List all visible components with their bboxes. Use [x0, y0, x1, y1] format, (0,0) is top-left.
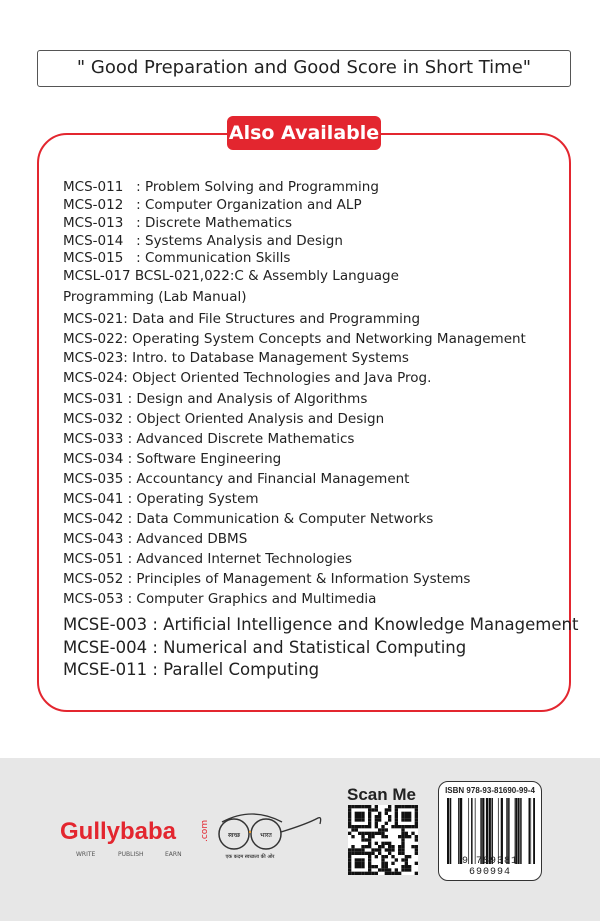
course-item: MCS-024: Object Oriented Technologies an… [63, 370, 432, 386]
gullybaba-logo: Gullybaba [60, 818, 177, 845]
course-item: MCS-012 : Computer Organization and ALP [63, 197, 362, 213]
course-item: MCSL-017 BCSL-021,022:C & Assembly Langu… [63, 268, 399, 284]
barcode: ISBN 978-93-81690-99-4 9 789381 690994 [438, 781, 542, 881]
course-item: MCS-031 : Design and Analysis of Algorit… [63, 391, 368, 407]
swachh-bharat-glasses-icon: स्वच्छ भारत एक कदम स्वच्छता की ओर [218, 813, 322, 860]
course-item: MCS-043 : Advanced DBMS [63, 531, 248, 547]
logo-tag-write: WRITE [76, 851, 96, 858]
qr-code[interactable] [348, 805, 418, 875]
barcode-bars [447, 798, 535, 864]
course-item: MCS-052 : Principles of Management & Inf… [63, 571, 471, 587]
course-item: MCS-021: Data and File Structures and Pr… [63, 311, 421, 327]
ean-number: 9 789381 690994 [461, 856, 518, 878]
course-item: MCSE-003 : Artificial Intelligence and K… [63, 615, 579, 634]
course-item: MCS-051 : Advanced Internet Technologies [63, 551, 353, 567]
course-item: MCS-053 : Computer Graphics and Multimed… [63, 591, 377, 607]
also-available-badge: Also Available [227, 116, 381, 150]
bharat-text: भारत [260, 832, 272, 839]
course-item: MCS-032 : Object Oriented Analysis and D… [63, 411, 385, 427]
course-item: MCS-014 : Systems Analysis and Design [63, 233, 343, 249]
course-item: MCSE-011 : Parallel Computing [63, 660, 320, 679]
course-item: Programming (Lab Manual) [63, 289, 247, 305]
course-item: MCS-011 : Problem Solving and Programmin… [63, 179, 379, 195]
course-item: MCS-035 : Accountancy and Financial Mana… [63, 471, 410, 487]
course-item: MCS-015 : Communication Skills [63, 250, 291, 266]
course-item: MCS-013 : Discrete Mathematics [63, 215, 293, 231]
logo-tag-earn: EARN [165, 851, 182, 858]
swachh-text: स्वच्छ [228, 832, 241, 839]
course-item: MCS-023: Intro. to Database Management S… [63, 350, 409, 366]
scan-me-label: Scan Me [347, 785, 416, 804]
logo-suffix: .com [200, 819, 210, 842]
course-item: MCS-033 : Advanced Discrete Mathematics [63, 431, 355, 447]
tagline-box: " Good Preparation and Good Score in Sho… [37, 50, 571, 87]
swachh-caption: एक कदम स्वच्छता की ओर [226, 853, 276, 860]
course-item: MCS-022: Operating System Concepts and N… [63, 331, 526, 347]
isbn-text: ISBN 978-93-81690-99-4 [445, 786, 535, 795]
course-item: MCS-034 : Software Engineering [63, 451, 282, 467]
course-item: MCS-042 : Data Communication & Computer … [63, 511, 434, 527]
course-item: MCS-041 : Operating System [63, 491, 259, 507]
course-item: MCSE-004 : Numerical and Statistical Com… [63, 638, 467, 657]
logo-tag-publish: PUBLISH [118, 851, 144, 858]
